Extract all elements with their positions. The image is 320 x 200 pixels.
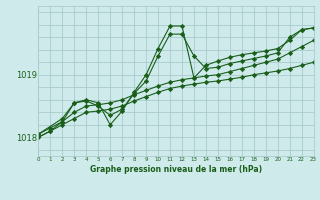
- X-axis label: Graphe pression niveau de la mer (hPa): Graphe pression niveau de la mer (hPa): [90, 165, 262, 174]
